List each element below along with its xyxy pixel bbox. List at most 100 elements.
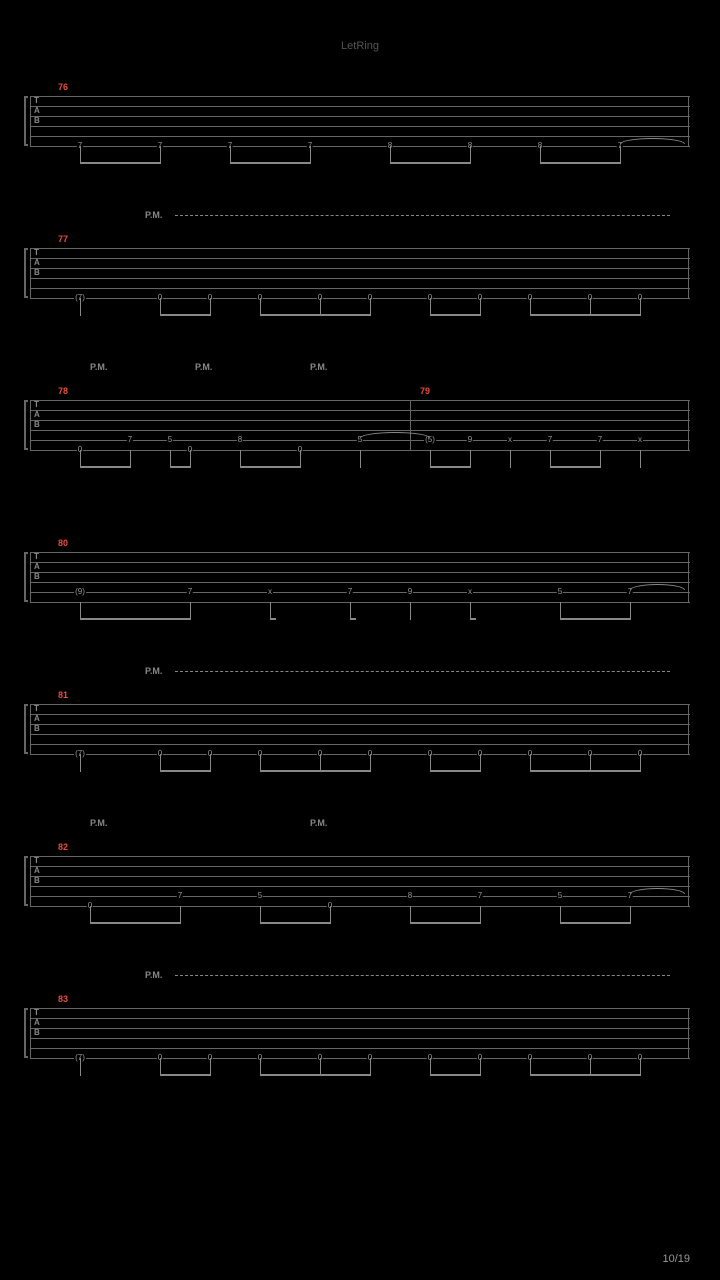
- staff-line: [30, 572, 690, 573]
- measure-number: 83: [58, 994, 68, 1004]
- tab-clef-label: TAB: [34, 1008, 40, 1038]
- staff-line: [30, 116, 690, 117]
- staff-line: [30, 866, 690, 867]
- fret-number: 7: [347, 587, 353, 596]
- staff-bracket: [24, 1008, 28, 1058]
- beam: [560, 618, 631, 620]
- staff-line: [30, 1018, 690, 1019]
- barline: [410, 400, 411, 450]
- measure-number: 81: [58, 690, 68, 700]
- fret-number: x: [267, 587, 273, 596]
- fret-number: x: [637, 435, 643, 444]
- fret-number: 5: [257, 891, 263, 900]
- staff-line: [30, 582, 690, 583]
- note-stem: [80, 1058, 81, 1076]
- staff-line: [30, 734, 690, 735]
- barline: [688, 96, 689, 146]
- staff-line: [30, 410, 690, 411]
- beam: [80, 618, 191, 620]
- beam: [320, 770, 371, 772]
- fret-number: 5: [557, 891, 563, 900]
- fret-number: 8: [407, 891, 413, 900]
- beam: [430, 314, 481, 316]
- palm-mute-dash: [175, 671, 670, 672]
- flag: [350, 618, 356, 620]
- beam: [160, 770, 211, 772]
- staff-bracket: [24, 552, 28, 602]
- beam: [430, 770, 481, 772]
- note-stem: [80, 754, 81, 772]
- beam: [260, 314, 321, 316]
- staff-line: [30, 886, 690, 887]
- staff-bracket: [24, 248, 28, 298]
- measure-number: 78: [58, 386, 68, 396]
- staff-bracket: [24, 96, 28, 146]
- barline: [30, 704, 31, 754]
- barline: [688, 400, 689, 450]
- flag: [270, 618, 276, 620]
- palm-mute-label: P.M.: [310, 362, 327, 372]
- staff-bracket: [24, 400, 28, 450]
- barline: [30, 856, 31, 906]
- staff-line: [30, 1038, 690, 1039]
- tie: [620, 138, 685, 144]
- palm-mute-label: P.M.: [145, 970, 162, 980]
- staff-line: [30, 602, 690, 603]
- measure-number: 82: [58, 842, 68, 852]
- beam: [160, 314, 211, 316]
- staff-line: [30, 592, 690, 593]
- note-stem: [80, 298, 81, 316]
- palm-mute-dash: [175, 215, 670, 216]
- tab-system: P.M.P.M.82TAB07508757: [30, 842, 690, 942]
- measure-number: 79: [420, 386, 430, 396]
- palm-mute-label: P.M.: [90, 362, 107, 372]
- staff-line: [30, 278, 690, 279]
- barline: [688, 552, 689, 602]
- palm-mute-label: P.M.: [195, 362, 212, 372]
- staff-line: [30, 96, 690, 97]
- staff-line: [30, 126, 690, 127]
- tie: [360, 432, 430, 438]
- note-stem: [510, 450, 511, 468]
- fret-number: 5: [167, 435, 173, 444]
- fret-number: 9: [467, 435, 473, 444]
- tab-clef-label: TAB: [34, 704, 40, 734]
- beam: [230, 162, 311, 164]
- staff-line: [30, 106, 690, 107]
- note-stem: [360, 450, 361, 468]
- staff-line: [30, 562, 690, 563]
- staff-line: [30, 1028, 690, 1029]
- barline: [30, 248, 31, 298]
- barline: [30, 96, 31, 146]
- staff-line: [30, 400, 690, 401]
- fret-number: 7: [597, 435, 603, 444]
- tab-system: P.M.81TAB(7)0000000000: [30, 690, 690, 790]
- beam: [530, 1074, 591, 1076]
- fret-number: 7: [477, 891, 483, 900]
- beam: [90, 922, 181, 924]
- barline: [688, 704, 689, 754]
- tie: [630, 584, 685, 590]
- staff-line: [30, 906, 690, 907]
- measure-number: 76: [58, 82, 68, 92]
- tab-system: 76TAB77778887: [30, 82, 690, 182]
- staff-line: [30, 248, 690, 249]
- beam: [260, 922, 331, 924]
- staff-line: [30, 714, 690, 715]
- beam: [590, 1074, 641, 1076]
- fret-number: 7: [547, 435, 553, 444]
- staff-line: [30, 268, 690, 269]
- staff-line: [30, 856, 690, 857]
- measure-number: 77: [58, 234, 68, 244]
- tie: [630, 888, 685, 894]
- beam: [390, 162, 471, 164]
- staff-line: [30, 258, 690, 259]
- tab-clef-label: TAB: [34, 400, 40, 430]
- palm-mute-label: P.M.: [90, 818, 107, 828]
- beam: [160, 1074, 211, 1076]
- palm-mute-label: P.M.: [310, 818, 327, 828]
- tab-system: P.M.77TAB(7)0000000000: [30, 234, 690, 334]
- fret-number: 7: [177, 891, 183, 900]
- fret-number: 7: [127, 435, 133, 444]
- beam: [240, 466, 301, 468]
